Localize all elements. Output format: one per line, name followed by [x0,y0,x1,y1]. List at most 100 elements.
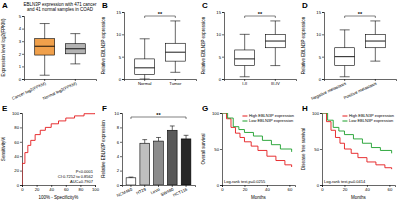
tick: 0 [19,77,24,82]
tick-mark [20,142,22,143]
tick-label: 0 [17,183,20,188]
tick-label: 3 [19,39,22,44]
y-axis: 050100 [312,111,323,188]
error-cap [170,125,175,126]
whisker-cap [370,61,380,62]
error-bar [158,137,159,141]
tick: III-IV [271,79,280,86]
tick-label: 5 [19,14,22,19]
tick-label: Normal [138,81,152,86]
y-axis-title: Relative EBLN3P expression [201,16,206,74]
tick: 40 [14,154,22,159]
tick-label: 60 [288,187,293,192]
tick-mark [322,79,324,80]
tick-label: I-II [242,81,247,86]
median [235,58,255,59]
x-axis: NCM460HT29LoVoSW480HCT116 [116,185,196,198]
annotation: Log-rank test,p=0.0414 [324,179,366,184]
tick-mark [22,16,24,17]
plot-marks [235,21,286,77]
line [22,113,95,185]
panel-label: F [102,104,107,113]
error-bar [186,135,187,139]
tick-label: 8 [117,125,120,130]
tick-mark [220,185,222,186]
y-axis-title: Relative EBLN3P expression [301,16,306,74]
error-cap [129,177,134,178]
tick-mark [320,185,322,186]
tick: 100 [212,111,222,116]
tick: 5 [119,55,124,60]
tick-mark [122,79,124,80]
tick-mark [222,79,224,80]
tick: 100 [92,185,100,192]
tick-label: Negative metastasis [310,81,346,101]
plot-marks [35,24,86,76]
axis-line [325,80,397,82]
tick: 0 [321,185,324,192]
annotation: Log-rank test,p=0.0255 [224,179,266,184]
axis-line [120,114,123,186]
tick: 15 [216,10,224,15]
tick-label: 2 [117,168,120,173]
tick: 4 [117,154,122,159]
error-bar [144,140,145,144]
panel-label: E [2,104,8,113]
tick: I-II [242,79,247,86]
box [335,48,355,66]
tick-mark [322,34,324,35]
tick: 2 [117,168,122,173]
tick: 0 [117,183,122,188]
tick: 10 [114,111,122,116]
annotation: ** [158,11,163,17]
figure: AEBLN3P expression with 471 cancerand 41… [0,0,400,205]
axis-line [125,80,197,82]
median [365,41,385,42]
box [165,43,185,61]
tick: 60 [14,140,22,145]
tick-label: 20 [14,168,19,173]
tick: 20 [35,185,40,192]
legend-swatch [342,121,347,122]
tick-label: 0 [117,183,120,188]
tick-mark [20,156,22,157]
tick: 0 [21,185,24,192]
tick: Negative metastasis [310,79,346,101]
legend-swatch [242,121,247,122]
whisker-cap [270,65,280,66]
tick-label: 0 [217,183,220,188]
tick: Positive metastasis [343,79,378,100]
median [135,67,155,68]
tick: 0 [119,77,124,82]
median [35,46,55,47]
x-axis: 020406080100 [21,185,99,192]
tick-label: 15 [316,10,321,15]
legend: High EBLN3P expressionLow EBLN3P express… [342,113,394,123]
whisker-cap [70,33,80,34]
plot-marks [135,21,186,79]
tick-mark [320,149,322,150]
axis-line [320,114,323,186]
tick: HT29 [135,185,147,196]
panel: F0246810Relative EBLN3P expressionNCM460… [101,104,196,198]
whisker-cap [170,20,180,21]
y-axis: 020406080100 [12,111,23,188]
tick: 60 [288,185,293,192]
tick-label: 100 [12,111,20,116]
tick: 40 [365,185,370,192]
whisker-cap [40,23,50,24]
whisker-cap [240,34,250,35]
tick-label: 100 [212,111,220,116]
tick-mark [120,127,122,128]
tick-label: 40 [49,187,54,192]
legend-entry: Low EBLN3P expression [242,118,293,123]
y-axis: 050100 [212,111,223,188]
axis-line [322,13,325,80]
tick-mark [120,113,122,114]
tick-mark [222,57,224,58]
error-cap [184,135,189,136]
tick: 0 [319,77,324,82]
legend-swatch [242,116,247,117]
tick-mark [122,34,124,35]
tick-label: 10 [116,32,121,37]
